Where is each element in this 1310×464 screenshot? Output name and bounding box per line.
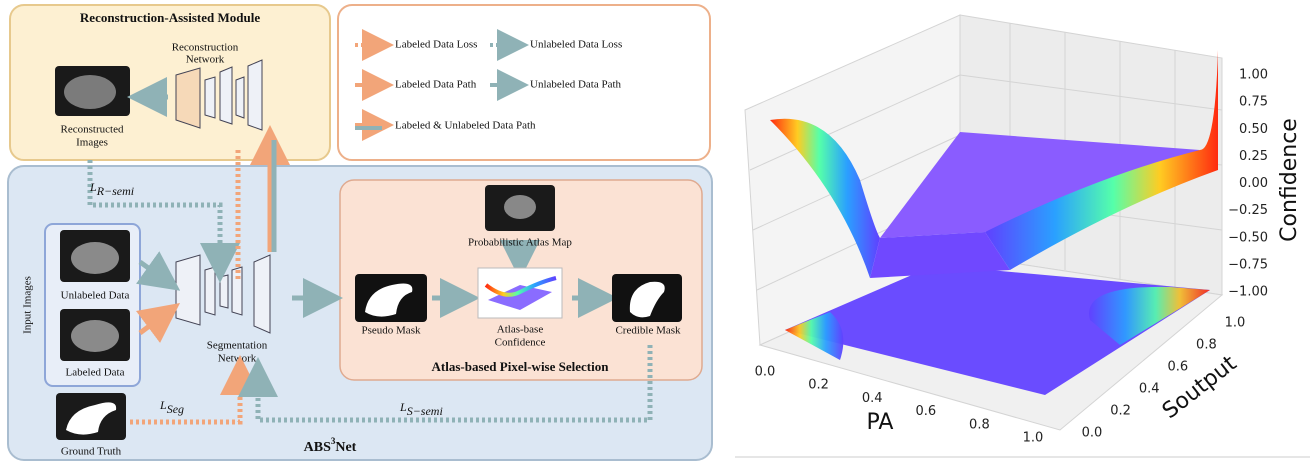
z-tick-label: 1.00 [1239, 68, 1268, 83]
legend-panel [338, 5, 710, 160]
label: Segmentation [207, 340, 268, 352]
label: Network [218, 353, 257, 365]
y-tick-label: 0.0 [1082, 426, 1103, 441]
label: Network [186, 54, 225, 66]
x-tick-label: 0.0 [755, 365, 776, 380]
label: Input Images [22, 276, 34, 334]
label: Pseudo Mask [362, 325, 421, 337]
label: Unlabeled Data [61, 290, 130, 302]
z-tick-label: −1.00 [1228, 285, 1268, 300]
x-tick-label: 0.6 [915, 404, 936, 419]
y-tick-label: 0.4 [1139, 382, 1160, 397]
z-tick-label: 0.50 [1239, 122, 1268, 137]
label: Probabilistic Atlas Map [468, 237, 572, 249]
x-axis-label: PA [867, 410, 894, 435]
x-tick-label: 0.4 [862, 391, 883, 406]
z-tick-label: −0.75 [1228, 257, 1268, 272]
image [504, 195, 536, 219]
image [71, 242, 119, 274]
label: Images [76, 137, 108, 149]
legend-item: Labeled Data Loss [395, 39, 477, 51]
legend-item: Unlabeled Data Path [530, 79, 622, 91]
y-tick-label: 0.2 [1110, 404, 1131, 419]
figure: Reconstruction-Assisted Module Reconstru… [0, 0, 1310, 464]
legend-item: Labeled & Unlabeled Data Path [395, 120, 536, 132]
label: Ground Truth [61, 446, 122, 458]
legend-item: Labeled Data Path [395, 79, 477, 91]
z-tick-label: −0.25 [1228, 203, 1268, 218]
label: Reconstruction [172, 42, 239, 54]
x-tick-label: 0.2 [808, 378, 829, 393]
z-tick-label: 0.25 [1239, 149, 1268, 164]
z-tick-label: 0.75 [1239, 95, 1268, 110]
label: Reconstructed [61, 124, 124, 136]
label: Labeled Data [66, 367, 125, 379]
label: Credible Mask [615, 325, 681, 337]
label: Confidence [495, 337, 546, 349]
y-tick-label: 1.0 [1225, 316, 1246, 331]
image [71, 320, 119, 352]
label: Atlas-base [497, 324, 544, 336]
atlas-title: Atlas-based Pixel-wise Selection [432, 359, 610, 374]
legend-item: Unlabeled Data Loss [530, 39, 622, 51]
z-tick-label: 0.00 [1239, 176, 1268, 191]
image [64, 75, 116, 109]
surface-plateau [870, 232, 1010, 278]
z-axis-label: Confidence [1277, 118, 1302, 242]
recon-title: Reconstruction-Assisted Module [80, 10, 260, 25]
z-tick-label: −0.50 [1228, 230, 1268, 245]
y-tick-label: 0.8 [1196, 338, 1217, 353]
x-tick-label: 0.8 [969, 417, 990, 432]
y-tick-label: 0.6 [1167, 360, 1188, 375]
x-tick-label: 1.0 [1023, 431, 1044, 446]
